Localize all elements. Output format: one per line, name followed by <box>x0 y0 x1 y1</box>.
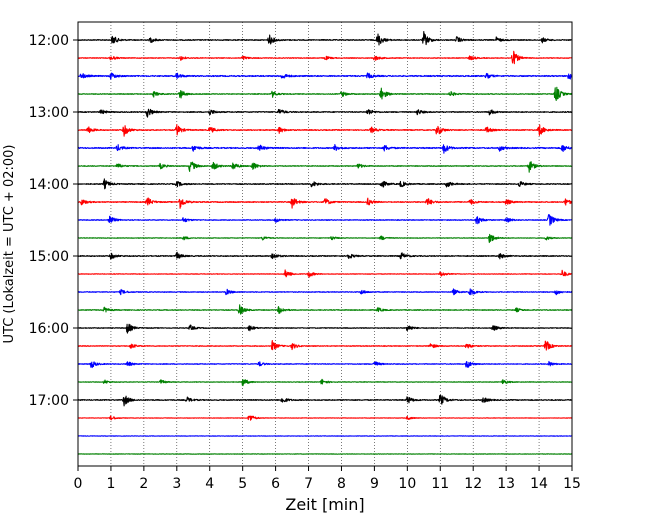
x-tick-label-7: 7 <box>304 476 313 492</box>
x-tick-label-15: 15 <box>563 476 581 492</box>
x-tick-label-3: 3 <box>172 476 181 492</box>
x-tick-label-4: 4 <box>205 476 214 492</box>
x-tick-label-10: 10 <box>398 476 416 492</box>
trace-1430 <box>77 214 573 226</box>
y-axis-label: UTC (Lokalzeit = UTC + 02:00) <box>2 145 17 344</box>
trace-1630 <box>77 360 573 369</box>
x-tick-label-0: 0 <box>74 476 83 492</box>
trace-1615 <box>77 340 573 351</box>
x-tick-label-2: 2 <box>139 476 148 492</box>
x-tick-label-8: 8 <box>337 476 346 492</box>
trace-1400 <box>77 178 573 190</box>
x-axis-label: Zeit [min] <box>285 495 364 514</box>
y-tick-label-1400: 14:00 <box>29 177 69 193</box>
y-axis-ticks: 12:00 13:00 14:00 15:00 16:00 17:00 <box>29 33 78 409</box>
trace-1530 <box>77 288 573 296</box>
trace-1300 <box>77 108 573 118</box>
trace-1315 <box>77 124 573 137</box>
y-tick-label-1600: 16:00 <box>29 321 69 337</box>
trace-1700 <box>77 394 573 407</box>
trace-1545 <box>77 304 573 315</box>
trace-1230 <box>77 72 573 80</box>
y-tick-label-1500: 15:00 <box>29 249 69 265</box>
x-tick-label-11: 11 <box>431 476 449 492</box>
x-tick-label-1: 1 <box>106 476 115 492</box>
trace-group <box>77 30 573 455</box>
trace-1245 <box>77 86 573 101</box>
trace-1715 <box>77 415 573 421</box>
x-tick-label-13: 13 <box>497 476 515 492</box>
trace-1215 <box>77 50 573 65</box>
x-tick-label-6: 6 <box>271 476 280 492</box>
x-tick-label-12: 12 <box>464 476 482 492</box>
x-tick-label-14: 14 <box>530 476 548 492</box>
x-tick-label-5: 5 <box>238 476 247 492</box>
x-axis-ticks: 0 1 2 3 4 5 6 7 8 9 10 11 12 13 14 15 <box>74 466 581 492</box>
y-tick-label-1700: 17:00 <box>29 393 69 409</box>
y-tick-label-1200: 12:00 <box>29 33 69 49</box>
trace-1515 <box>77 269 573 278</box>
trace-1445 <box>77 233 573 244</box>
trace-1600 <box>77 323 573 334</box>
trace-1415 <box>77 197 573 209</box>
trace-1330 <box>77 143 573 154</box>
x-tick-label-9: 9 <box>370 476 379 492</box>
trace-1645 <box>77 378 573 387</box>
trace-1200 <box>77 30 573 46</box>
trace-1345 <box>77 161 573 173</box>
grid-lines <box>110 22 540 466</box>
trace-1500 <box>77 251 573 260</box>
y-tick-label-1300: 13:00 <box>29 105 69 121</box>
plot-frame <box>77 21 573 467</box>
